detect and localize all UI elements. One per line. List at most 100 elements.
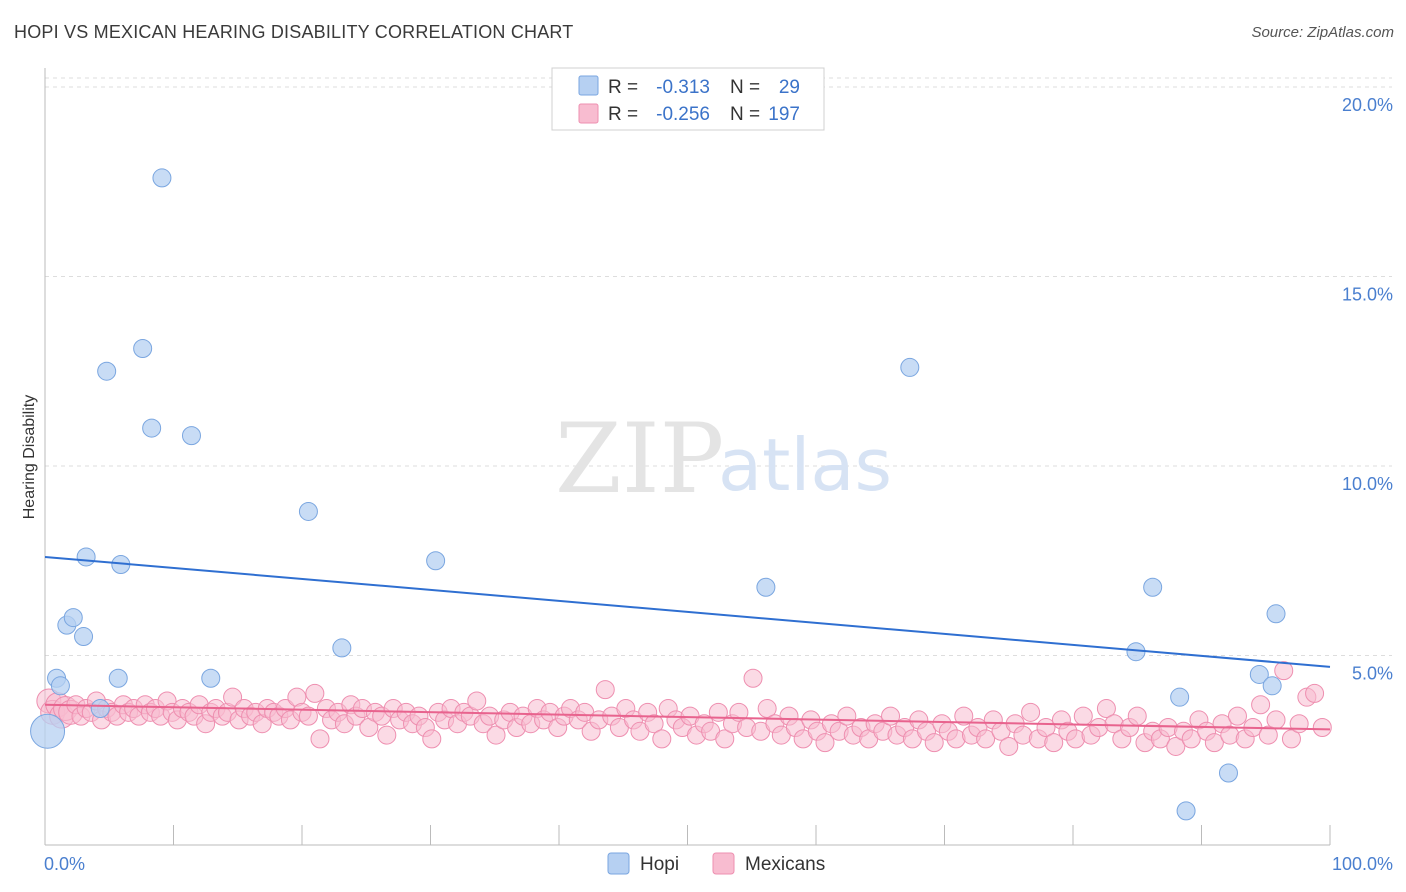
hopi-point xyxy=(133,338,153,358)
watermark-zip: ZIP xyxy=(555,403,724,515)
mexicans-point xyxy=(1181,729,1201,749)
hopi-point xyxy=(1262,676,1282,696)
y-tick-label: 15.0% xyxy=(1342,284,1393,304)
legend-box: R = -0.313 N = 29 R = -0.256 N = 197 xyxy=(551,67,825,131)
hopi-point xyxy=(1176,801,1196,821)
mexicans-point xyxy=(310,729,330,749)
gridlines xyxy=(45,77,1392,656)
mexicans-point xyxy=(298,706,318,726)
chart-title: HOPI VS MEXICAN HEARING DISABILITY CORRE… xyxy=(14,22,574,42)
hopi-point xyxy=(30,713,66,749)
legend-n-label-hopi: N = xyxy=(730,77,760,98)
series-legend-label-mexicans: Mexicans xyxy=(745,854,825,875)
mexicans-point xyxy=(305,683,325,703)
hopi-point xyxy=(332,638,352,658)
mexicans-point xyxy=(1289,714,1309,734)
hopi-point xyxy=(900,357,920,377)
series-legend-label-hopi: Hopi xyxy=(640,854,679,875)
hopi-point xyxy=(50,676,70,696)
mexicans-point xyxy=(1281,729,1301,749)
y-tick-label: 10.0% xyxy=(1342,474,1393,494)
mexicans-point xyxy=(715,729,735,749)
mexicans-point xyxy=(1266,710,1286,730)
legend-n-label-mexicans: N = xyxy=(730,104,760,125)
legend-r-value-hopi: -0.313 xyxy=(656,77,710,98)
mexicans-point xyxy=(1204,733,1224,753)
hopi-trend-line xyxy=(44,555,1331,668)
mexicans-point xyxy=(1166,736,1186,756)
hopi-point xyxy=(181,426,201,446)
hopi-point xyxy=(1218,763,1238,783)
mexicans-point xyxy=(223,687,243,707)
mexicans-point xyxy=(743,668,763,688)
hopi-point xyxy=(1266,604,1286,624)
hopi-point xyxy=(90,699,110,719)
hopi-points xyxy=(30,168,1286,821)
hopi-point xyxy=(426,551,446,571)
hopi-point xyxy=(63,608,83,628)
mexicans-point xyxy=(815,733,835,753)
y-tick-label: 20.0% xyxy=(1342,95,1393,115)
mexicans-point xyxy=(644,714,664,734)
mexicans-point xyxy=(757,699,777,719)
series-legend-swatch-mexicans xyxy=(712,852,735,875)
hopi-point xyxy=(756,577,776,597)
mexicans-point xyxy=(1274,661,1294,681)
mexicans-point xyxy=(652,729,672,749)
watermark: ZIP atlas xyxy=(555,403,892,515)
mexicans-point xyxy=(422,729,442,749)
mexicans-point xyxy=(1227,706,1247,726)
y-axis-label: Hearing Disability xyxy=(21,395,38,520)
mexicans-point xyxy=(595,680,615,700)
hopi-point xyxy=(152,168,172,188)
legend-swatch-mexicans xyxy=(578,103,599,124)
mexicans-point xyxy=(486,725,506,745)
legend-r-label-hopi: R = xyxy=(608,77,638,98)
mexicans-point xyxy=(924,733,944,753)
hopi-point xyxy=(298,501,318,521)
mexicans-point xyxy=(1096,699,1116,719)
y-tick-label: 5.0% xyxy=(1352,663,1393,683)
legend-r-value-mexicans: -0.256 xyxy=(656,104,710,125)
legend-swatch-hopi xyxy=(578,75,599,96)
mexicans-points xyxy=(36,661,1332,756)
hopi-point xyxy=(1143,577,1163,597)
hopi-point xyxy=(1170,687,1190,707)
mexicans-point xyxy=(729,702,749,722)
x-tick-label-min: 0.0% xyxy=(44,854,85,874)
series-legend: Hopi Mexicans xyxy=(607,852,825,875)
mexicans-point xyxy=(999,736,1019,756)
source-credit: Source: ZipAtlas.com xyxy=(1251,24,1394,41)
x-tick-label-max: 100.0% xyxy=(1332,854,1393,874)
mexicans-point xyxy=(467,691,487,711)
hopi-point xyxy=(108,668,128,688)
mexicans-point xyxy=(1021,702,1041,722)
mexicans-point xyxy=(1127,706,1147,726)
legend-r-label-mexicans: R = xyxy=(608,104,638,125)
hopi-point xyxy=(201,668,221,688)
hopi-point xyxy=(1249,664,1269,684)
hopi-point xyxy=(97,361,117,381)
mexicans-point xyxy=(1258,725,1278,745)
hopi-point xyxy=(142,418,162,438)
watermark-atlas: atlas xyxy=(718,423,892,507)
hopi-point xyxy=(74,627,94,647)
mexicans-point xyxy=(1305,683,1325,703)
mexicans-point xyxy=(1251,695,1271,715)
hopi-point xyxy=(76,547,96,567)
mexicans-point xyxy=(1044,733,1064,753)
x-axis-ticks xyxy=(44,825,1331,845)
mexicans-trend-line xyxy=(44,703,1331,731)
legend-n-value-hopi: 29 xyxy=(779,77,800,98)
mexicans-point xyxy=(377,725,397,745)
x-tick-labels: 0.0% 100.0% xyxy=(44,854,1393,874)
y-tick-labels: 5.0% 10.0% 15.0% 20.0% xyxy=(1342,95,1393,684)
legend-n-value-mexicans: 197 xyxy=(768,104,800,125)
series-legend-swatch-hopi xyxy=(607,852,630,875)
mexicans-point xyxy=(1073,706,1093,726)
mexicans-point xyxy=(976,729,996,749)
mexicans-point xyxy=(1312,718,1332,738)
mexicans-point xyxy=(954,706,974,726)
trend-lines xyxy=(44,555,1331,731)
